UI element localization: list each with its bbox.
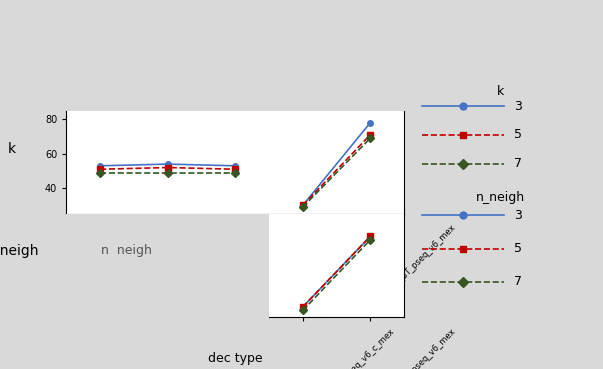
Text: 7: 7 (514, 275, 522, 289)
Text: k: k (497, 85, 504, 98)
Text: 7: 7 (514, 157, 522, 170)
Text: n_neigh: n_neigh (0, 244, 39, 258)
Text: 3: 3 (514, 209, 522, 222)
Text: 5: 5 (514, 242, 522, 255)
Text: dec type: dec type (208, 352, 262, 365)
Text: n  neigh: n neigh (101, 244, 152, 258)
Text: n_neigh: n_neigh (476, 191, 525, 204)
Text: k: k (8, 142, 16, 156)
Text: 5: 5 (514, 128, 522, 141)
Text: 3: 3 (514, 100, 522, 113)
